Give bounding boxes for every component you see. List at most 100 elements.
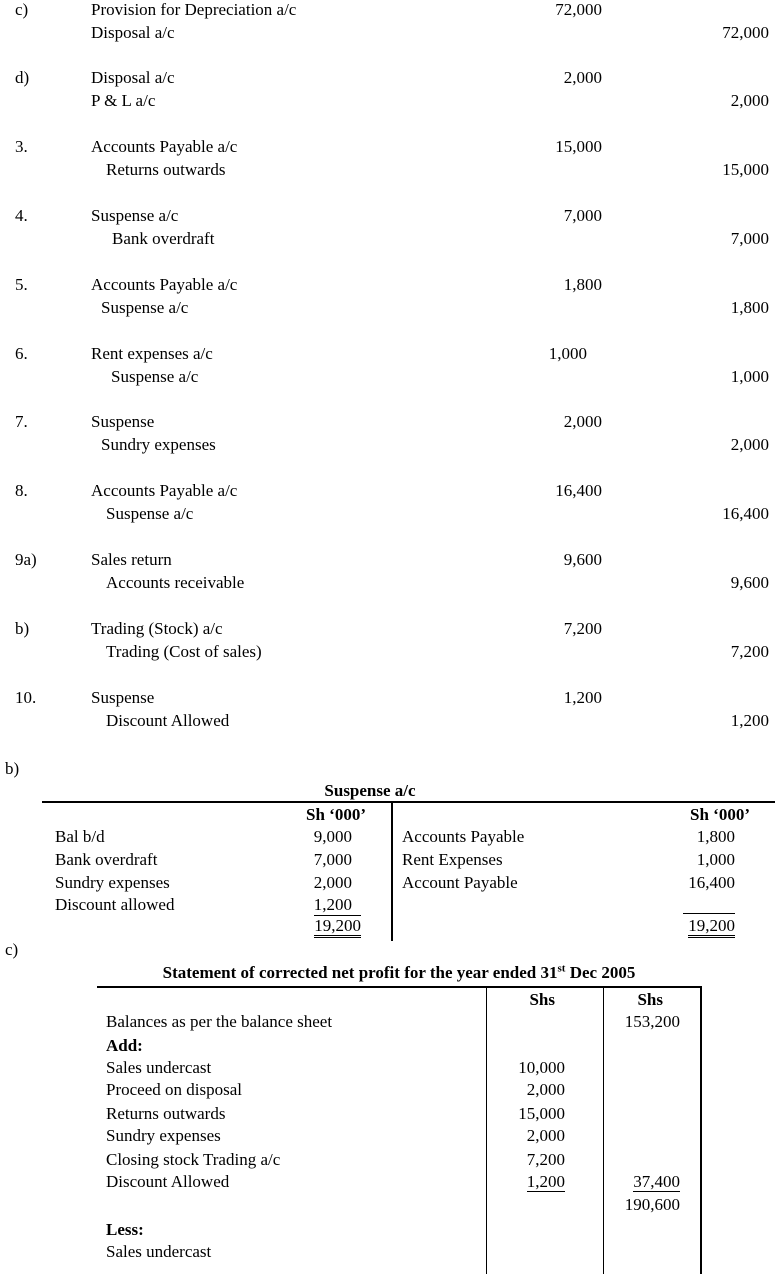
add-item-label: Discount Allowed bbox=[106, 1172, 230, 1191]
credit-account: Bank overdraft bbox=[112, 229, 215, 248]
credit-amount: 16,400 bbox=[722, 504, 769, 523]
add-item-amount: 2,000 bbox=[526, 1126, 565, 1145]
suspense-credit-label: Accounts Payable bbox=[402, 827, 525, 846]
debit-account: Provision for Depreciation a/c bbox=[91, 0, 297, 19]
section-label: b) bbox=[5, 759, 20, 778]
debit-amount: 2,000 bbox=[563, 412, 602, 431]
entry-ref: c) bbox=[15, 0, 29, 19]
debit-account: Suspense bbox=[91, 688, 155, 707]
credit-account: Disposal a/c bbox=[91, 23, 175, 42]
divider bbox=[42, 801, 775, 803]
credit-account: Discount Allowed bbox=[106, 711, 230, 730]
add-total: 37,400 bbox=[633, 1172, 680, 1192]
debit-account: Suspense a/c bbox=[91, 206, 179, 225]
suspense-debit-amount: 2,000 bbox=[313, 873, 352, 892]
credit-account: P & L a/c bbox=[91, 91, 156, 110]
credit-account: Suspense a/c bbox=[101, 298, 189, 317]
credit-amount: 15,000 bbox=[722, 160, 769, 179]
suspense-debit-label: Discount allowed bbox=[55, 895, 175, 914]
debit-account: Trading (Stock) a/c bbox=[91, 619, 223, 638]
add-item-amount: 1,200 bbox=[526, 1172, 565, 1192]
add-item-label: Proceed on disposal bbox=[106, 1080, 242, 1099]
credit-amount: 72,000 bbox=[722, 23, 769, 42]
debit-account: Accounts Payable a/c bbox=[91, 137, 238, 156]
less-item: Sales undercast bbox=[106, 1242, 212, 1261]
debit-account: Accounts Payable a/c bbox=[91, 481, 238, 500]
debit-amount: 7,200 bbox=[563, 619, 602, 638]
less-heading: Less: bbox=[106, 1220, 144, 1239]
suspense-debit-amount: 1,200 bbox=[313, 895, 352, 914]
credit-amount: 2,000 bbox=[730, 91, 769, 110]
add-item-label: Closing stock Trading a/c bbox=[106, 1150, 281, 1169]
add-item-label: Sales undercast bbox=[106, 1058, 212, 1077]
entry-ref: 3. bbox=[15, 137, 28, 156]
suspense-debit-amount: 7,000 bbox=[313, 850, 352, 869]
entry-ref: b) bbox=[15, 619, 30, 638]
suspense-credit-label: Rent Expenses bbox=[402, 850, 503, 869]
debit-amount: 7,000 bbox=[563, 206, 602, 225]
debit-amount: 1,200 bbox=[563, 688, 602, 707]
credit-account: Returns outwards bbox=[106, 160, 226, 179]
add-item-amount: 10,000 bbox=[518, 1058, 565, 1077]
balance-amount: 153,200 bbox=[624, 1012, 680, 1031]
credit-amount: 2,000 bbox=[730, 435, 769, 454]
column-header: Shs bbox=[529, 990, 555, 1009]
suspense-credit-amount: 1,800 bbox=[696, 827, 735, 846]
total-credit: 19,200 bbox=[688, 916, 735, 938]
debit-account: Accounts Payable a/c bbox=[91, 275, 238, 294]
credit-amount: 1,200 bbox=[730, 711, 769, 730]
credit-amount: 7,200 bbox=[730, 642, 769, 661]
suspense-title: Suspense a/c bbox=[324, 781, 416, 800]
add-item-amount: 15,000 bbox=[518, 1104, 565, 1123]
suspense-credit-label: Account Payable bbox=[402, 873, 518, 892]
credit-account: Accounts receivable bbox=[106, 573, 245, 592]
add-heading: Add: bbox=[106, 1036, 143, 1055]
debit-amount: 9,600 bbox=[563, 550, 602, 569]
entry-ref: 9a) bbox=[15, 550, 37, 569]
divider bbox=[603, 986, 604, 1274]
suspense-debit-label: Bal b/d bbox=[55, 827, 105, 846]
suspense-debit-amount: 9,000 bbox=[313, 827, 352, 846]
debit-amount: 16,400 bbox=[555, 481, 602, 500]
add-item-amount: 7,200 bbox=[526, 1150, 565, 1169]
section-label: c) bbox=[5, 940, 19, 959]
credit-amount: 1,000 bbox=[730, 367, 769, 386]
add-item-label: Sundry expenses bbox=[106, 1126, 221, 1145]
suspense-credit-amount: 1,000 bbox=[696, 850, 735, 869]
debit-amount: 15,000 bbox=[555, 137, 602, 156]
entry-ref: d) bbox=[15, 68, 30, 87]
column-header: Shs bbox=[637, 990, 663, 1009]
credit-account: Suspense a/c bbox=[111, 367, 199, 386]
debit-account: Sales return bbox=[91, 550, 172, 569]
divider bbox=[683, 913, 735, 914]
credit-amount: 1,800 bbox=[730, 298, 769, 317]
entry-ref: 10. bbox=[15, 688, 37, 707]
divider bbox=[700, 986, 702, 1274]
entry-ref: 7. bbox=[15, 412, 28, 431]
credit-account: Trading (Cost of sales) bbox=[106, 642, 262, 661]
debit-amount: 2,000 bbox=[563, 68, 602, 87]
credit-account: Sundry expenses bbox=[101, 435, 216, 454]
debit-account: Suspense bbox=[91, 412, 155, 431]
entry-ref: 6. bbox=[15, 344, 28, 363]
subtotal: 190,600 bbox=[624, 1195, 680, 1214]
suspense-debit-label: Sundry expenses bbox=[55, 873, 170, 892]
add-item-amount: 2,000 bbox=[526, 1080, 565, 1099]
add-item-label: Returns outwards bbox=[106, 1104, 226, 1123]
column-header: Sh ‘000’ bbox=[306, 805, 366, 824]
credit-amount: 7,000 bbox=[730, 229, 769, 248]
suspense-credit-amount: 16,400 bbox=[688, 873, 735, 892]
debit-amount: 1,000 bbox=[548, 344, 587, 363]
column-header: Sh ‘000’ bbox=[690, 805, 750, 824]
entry-ref: 8. bbox=[15, 481, 28, 500]
divider bbox=[97, 986, 702, 988]
debit-account: Disposal a/c bbox=[91, 68, 175, 87]
credit-amount: 9,600 bbox=[730, 573, 769, 592]
debit-amount: 1,800 bbox=[563, 275, 602, 294]
divider bbox=[486, 986, 487, 1274]
debit-amount: 72,000 bbox=[555, 0, 602, 19]
balance-label: Balances as per the balance sheet bbox=[106, 1012, 333, 1031]
total-debit: 19,200 bbox=[314, 915, 361, 938]
debit-account: Rent expenses a/c bbox=[91, 344, 213, 363]
